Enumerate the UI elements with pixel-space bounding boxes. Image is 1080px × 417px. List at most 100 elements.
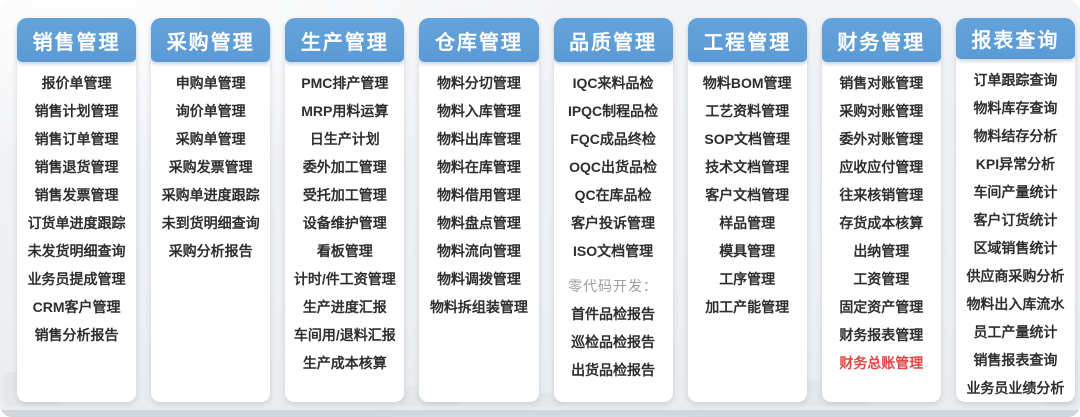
module-header[interactable]: 品质管理 bbox=[553, 18, 673, 62]
module-item[interactable]: 出纳管理 bbox=[853, 243, 910, 259]
module-item[interactable]: OQC出货品检 bbox=[569, 159, 657, 175]
module-item[interactable]: 采购单管理 bbox=[175, 131, 246, 147]
module-item[interactable]: 巡检品检报告 bbox=[571, 334, 656, 350]
module-item[interactable]: 固定资产管理 bbox=[839, 299, 924, 315]
module-item[interactable]: 物料库存查询 bbox=[973, 100, 1058, 116]
module-item[interactable]: 采购对账管理 bbox=[839, 103, 924, 119]
module-item[interactable]: FQC成品终检 bbox=[570, 131, 656, 147]
module-item[interactable]: 物料BOM管理 bbox=[702, 75, 792, 91]
module-item[interactable]: 模具管理 bbox=[719, 243, 776, 259]
module-header[interactable]: 工程管理 bbox=[687, 18, 807, 62]
module-item[interactable]: 受托加工管理 bbox=[302, 187, 387, 203]
module-item[interactable]: 委外加工管理 bbox=[302, 159, 387, 175]
module-item[interactable]: 样品管理 bbox=[719, 215, 776, 231]
module-item[interactable]: 工资管理 bbox=[853, 271, 910, 287]
module-item[interactable]: ISO文档管理 bbox=[573, 243, 654, 259]
module-item[interactable]: 业务员业绩分析 bbox=[966, 380, 1065, 396]
module-item[interactable]: IPQC制程品检 bbox=[567, 103, 659, 119]
module-item[interactable]: KPI异常分析 bbox=[975, 156, 1056, 172]
module-item[interactable]: PMC排产管理 bbox=[301, 75, 389, 91]
module-item[interactable]: MRP用料运算 bbox=[301, 103, 389, 119]
module-item[interactable]: 物料在库管理 bbox=[436, 159, 521, 175]
module-item[interactable]: 销售退货管理 bbox=[34, 159, 119, 175]
module-columns: 销售管理报价单管理销售计划管理 销售订单管理 销售退货管理 销售发票管理 订货单进度跟踪… bbox=[17, 18, 1075, 402]
module-item[interactable]: 物料入库管理 bbox=[436, 103, 521, 119]
module-item[interactable]: 未发货明细查询 bbox=[27, 243, 126, 259]
module-item[interactable]: 生产成本核算 bbox=[302, 355, 387, 371]
module-item[interactable]: 物料结存分析 bbox=[973, 128, 1058, 144]
module-item[interactable]: 设备维护管理 bbox=[302, 215, 387, 231]
module-item[interactable]: 财务总账管理 bbox=[839, 355, 924, 371]
module-item[interactable]: SOP文档管理 bbox=[704, 131, 790, 147]
module-column-6: 工程管理物料BOM管理 工艺资料管理 SOP文档管理 技术文档管理 客户文档管理 样品管理… bbox=[687, 18, 807, 402]
module-item[interactable]: 销售计划管理 bbox=[34, 103, 119, 119]
module-column-1: 销售管理报价单管理销售计划管理 销售订单管理 销售退货管理 销售发票管理 订货单进度跟踪… bbox=[17, 18, 137, 402]
module-item[interactable]: 看板管理 bbox=[316, 243, 373, 259]
module-item[interactable]: 未到货明细查询 bbox=[161, 215, 260, 231]
module-item[interactable]: 销售分析报告 bbox=[34, 327, 119, 343]
module-item[interactable]: 订货单进度跟踪 bbox=[27, 215, 126, 231]
module-item[interactable]: CRM客户管理 bbox=[32, 299, 121, 315]
module-item[interactable]: 物料流向管理 bbox=[436, 243, 521, 259]
module-item[interactable]: QC在库品检 bbox=[574, 187, 652, 203]
module-item[interactable]: 物料盘点管理 bbox=[436, 215, 521, 231]
module-header[interactable]: 仓库管理 bbox=[419, 18, 539, 62]
module-item[interactable]: 存货成本核算 bbox=[839, 215, 924, 231]
module-item[interactable]: 物料调拨管理 bbox=[436, 271, 521, 287]
module-item[interactable]: 生产进度汇报 bbox=[302, 299, 387, 315]
module-item[interactable]: 物料出库管理 bbox=[436, 131, 521, 147]
module-item[interactable]: 申购单管理 bbox=[175, 75, 246, 91]
module-header[interactable]: 采购管理 bbox=[151, 18, 271, 62]
module-item[interactable]: 销售报表查询 bbox=[973, 352, 1058, 368]
module-item[interactable]: 工艺资料管理 bbox=[705, 103, 790, 119]
module-item[interactable]: 技术文档管理 bbox=[705, 159, 790, 175]
module-item[interactable]: 区域销售统计 bbox=[973, 240, 1058, 256]
module-item[interactable]: 往来核销管理 bbox=[839, 187, 924, 203]
module-item[interactable]: 报价单管理 bbox=[41, 75, 112, 91]
module-item[interactable]: 销售对账管理 bbox=[839, 75, 924, 91]
module-card: 订单跟踪查询 物料库存查询 物料结存分析 KPI异常分析 车间产量统计 客户订货统计 区域销… bbox=[955, 57, 1075, 402]
module-item[interactable]: IQC来料品检 bbox=[572, 75, 654, 91]
module-card: PMC排产管理 MRP用料运算 日生产计划委外加工管理 受托加工管理 设备维护管理 看板管… bbox=[285, 60, 405, 402]
module-header[interactable]: 报表查询 bbox=[955, 18, 1075, 59]
module-item[interactable]: 客户投诉管理 bbox=[571, 215, 656, 231]
module-item[interactable]: 采购分析报告 bbox=[168, 243, 253, 259]
module-item[interactable]: 询价单管理 bbox=[175, 103, 246, 119]
module-item[interactable]: 物料拆组装管理 bbox=[429, 299, 528, 315]
module-item[interactable]: 日生产计划 bbox=[309, 131, 380, 147]
module-item[interactable]: 销售订单管理 bbox=[34, 131, 119, 147]
module-header[interactable]: 财务管理 bbox=[821, 18, 941, 62]
module-item[interactable]: 业务员提成管理 bbox=[27, 271, 126, 287]
module-item[interactable]: 物料出入库流水 bbox=[966, 296, 1065, 312]
module-item[interactable]: 物料借用管理 bbox=[436, 187, 521, 203]
module-item[interactable]: 委外对账管理 bbox=[839, 131, 924, 147]
module-item[interactable]: 采购单进度跟踪 bbox=[161, 187, 260, 203]
module-item[interactable]: 供应商采购分析 bbox=[966, 268, 1065, 284]
module-column-8: 报表查询订单跟踪查询 物料库存查询 物料结存分析 KPI异常分析 车间产量统计 客户订货统… bbox=[955, 18, 1075, 402]
module-item[interactable]: 车间产量统计 bbox=[973, 184, 1058, 200]
module-item[interactable]: 采购发票管理 bbox=[168, 159, 253, 175]
module-item[interactable]: 工序管理 bbox=[719, 271, 776, 287]
module-column-4: 仓库管理 物料分切管理 物料入库管理 物料出库管理 物料在库管理 物料借用管理 物料盘点管理… bbox=[419, 18, 539, 402]
module-header[interactable]: 销售管理 bbox=[17, 18, 137, 62]
module-item[interactable]: 出货品检报告 bbox=[571, 362, 656, 378]
module-item[interactable]: 客户订货统计 bbox=[973, 212, 1058, 228]
module-card: IQC来料品检 IPQC制程品检 FQC成品终检 OQC出货品检 QC在库品检 客户投诉管… bbox=[553, 60, 673, 402]
module-card: 物料分切管理 物料入库管理 物料出库管理 物料在库管理 物料借用管理 物料盘点管理 物料流向… bbox=[419, 60, 539, 402]
module-item[interactable]: 物料分切管理 bbox=[436, 75, 521, 91]
module-item[interactable]: 客户文档管理 bbox=[705, 187, 790, 203]
module-item[interactable]: 销售发票管理 bbox=[34, 187, 119, 203]
module-item[interactable]: 应收应付管理 bbox=[839, 159, 924, 175]
module-item[interactable]: 首件品检报告 bbox=[571, 306, 656, 322]
module-item[interactable]: 员工产量统计 bbox=[973, 324, 1058, 340]
bottom-edge-strip bbox=[0, 410, 1080, 417]
module-item[interactable]: 订单跟踪查询 bbox=[973, 72, 1058, 88]
module-header[interactable]: 生产管理 bbox=[285, 18, 405, 62]
module-item[interactable]: 财务报表管理 bbox=[839, 327, 924, 343]
module-item[interactable]: 车间用/退料汇报 bbox=[293, 327, 396, 343]
module-item[interactable]: 计时/件工资管理 bbox=[293, 271, 396, 287]
section-label: 零代码开发： bbox=[568, 278, 659, 294]
module-column-5: 品质管理 IQC来料品检 IPQC制程品检 FQC成品终检 OQC出货品检 QC在库品检客… bbox=[553, 18, 673, 402]
module-item[interactable]: 加工产能管理 bbox=[705, 299, 790, 315]
module-column-3: 生产管理 PMC排产管理 MRP用料运算 日生产计划委外加工管理 受托加工管理 设备维护管… bbox=[285, 18, 405, 402]
